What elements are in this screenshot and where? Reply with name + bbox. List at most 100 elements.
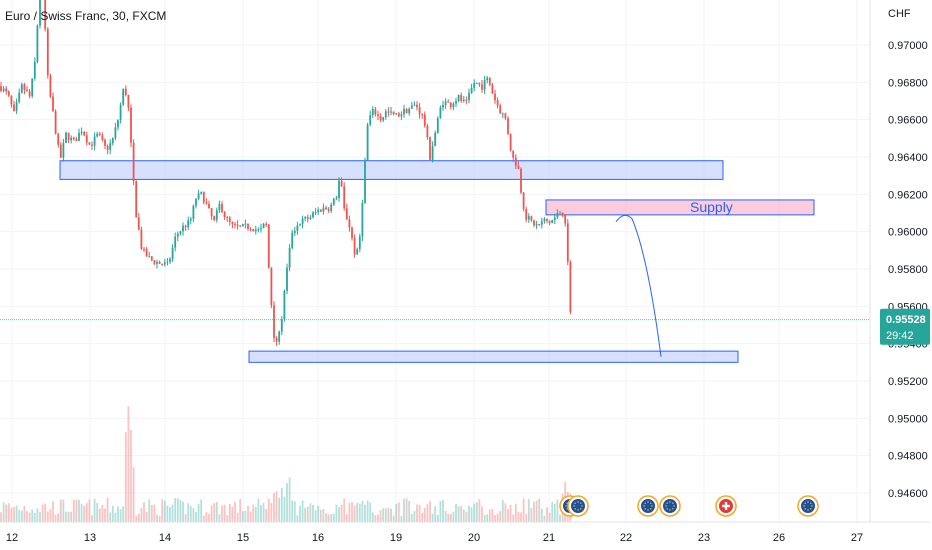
- price-tick-label: 0.97000: [888, 40, 928, 52]
- volume-bar: [488, 509, 491, 522]
- candle: [244, 219, 247, 229]
- volume-bar: [187, 503, 190, 522]
- volume-bar: [5, 504, 8, 522]
- volume-bar: [429, 500, 431, 522]
- volume-bar: [501, 500, 504, 522]
- volume-bar: [249, 511, 252, 522]
- volume-bar: [442, 499, 444, 522]
- volume-bar: [426, 504, 429, 522]
- volume-bar: [132, 467, 135, 522]
- volume-bar: [119, 509, 122, 522]
- candle: [395, 112, 398, 116]
- candle: [559, 210, 561, 214]
- eu-event-icon[interactable]: [567, 495, 589, 517]
- candle: [288, 244, 291, 272]
- volume-bar: [267, 498, 270, 522]
- candle: [143, 246, 145, 253]
- projection-curve[interactable]: [615, 214, 662, 357]
- candle: [413, 101, 416, 106]
- volume-bar: [39, 511, 41, 522]
- time-axis[interactable]: 12 13 14 15 16 19 20 21 22 23 26 27: [0, 521, 930, 544]
- volume-bar: [234, 501, 236, 522]
- candle: [202, 191, 205, 205]
- candle: [390, 107, 392, 116]
- candle: [332, 197, 335, 206]
- volume-bar: [166, 505, 169, 522]
- volume-bar: [361, 500, 364, 522]
- volume-bar: [80, 503, 83, 522]
- candle: [124, 85, 127, 97]
- volume-bar: [353, 505, 356, 522]
- candle: [114, 122, 117, 141]
- candle: [249, 227, 252, 232]
- supply-zone[interactable]: [545, 199, 815, 216]
- volume-bar: [15, 505, 18, 522]
- volume-bar: [208, 513, 210, 522]
- candle: [509, 133, 512, 152]
- volume-bar: [520, 512, 522, 522]
- swiss-event-icon[interactable]: [715, 495, 737, 517]
- current-price-tag: 0.95528 29:42: [880, 308, 930, 345]
- lower-demand-zone[interactable]: [248, 350, 739, 363]
- volume-bar: [72, 499, 75, 522]
- candle: [304, 216, 307, 222]
- bar-countdown: 29:42: [886, 330, 914, 342]
- candle: [52, 92, 54, 112]
- candle: [280, 315, 283, 336]
- candle: [543, 216, 546, 224]
- volume-bar: [468, 505, 470, 522]
- candle: [387, 107, 390, 117]
- volume-bar: [377, 514, 379, 522]
- candle: [296, 221, 299, 235]
- volume-bar: [197, 503, 200, 522]
- candle: [314, 207, 317, 216]
- candle: [522, 191, 525, 212]
- volume-bar: [530, 507, 533, 522]
- eu-event-icon[interactable]: [659, 495, 681, 517]
- candle: [447, 99, 450, 103]
- volume-bar: [470, 507, 473, 522]
- time-tick-label: 21: [543, 532, 555, 544]
- eu-event-icon[interactable]: [797, 495, 819, 517]
- eu-event-icon[interactable]: [637, 495, 659, 517]
- volume-bar: [78, 499, 80, 522]
- price-axis[interactable]: CHF 0.97000 0.96800 0.96600 0.96400 0.96200 0…: [888, 8, 928, 500]
- candle: [442, 100, 444, 111]
- candle: [514, 154, 517, 170]
- volume-bar: [374, 515, 377, 522]
- candle: [410, 101, 413, 109]
- time-tick-label: 16: [312, 532, 324, 544]
- candle: [488, 77, 491, 87]
- volume-bar: [54, 514, 57, 522]
- candle: [293, 226, 296, 237]
- volume-bar: [150, 505, 153, 522]
- volume-bar: [301, 500, 304, 522]
- volume-bar: [171, 504, 174, 522]
- candle: [236, 220, 239, 230]
- volume-bar: [486, 514, 489, 522]
- candle: [501, 112, 504, 119]
- candle: [306, 214, 309, 223]
- candle: [195, 197, 197, 209]
- candle: [457, 94, 460, 103]
- candle: [377, 110, 379, 120]
- time-tick-label: 15: [237, 532, 249, 544]
- volume-bar: [509, 504, 512, 522]
- volume-bar: [462, 509, 465, 522]
- candle: [525, 206, 528, 223]
- volume-bar: [75, 499, 78, 522]
- volume-bar: [91, 515, 93, 522]
- volume-bar: [325, 513, 327, 522]
- candle: [416, 101, 418, 111]
- volume-bar: [218, 514, 221, 522]
- candle: [270, 267, 273, 309]
- volume-bar: [512, 514, 515, 522]
- candle: [483, 75, 486, 94]
- candle: [166, 257, 169, 266]
- volume-bar: [556, 499, 559, 522]
- volume-bar: [223, 504, 226, 522]
- candle: [345, 203, 348, 220]
- volume-bar: [306, 506, 309, 522]
- candle: [72, 136, 75, 141]
- upper-demand-zone[interactable]: [59, 160, 724, 180]
